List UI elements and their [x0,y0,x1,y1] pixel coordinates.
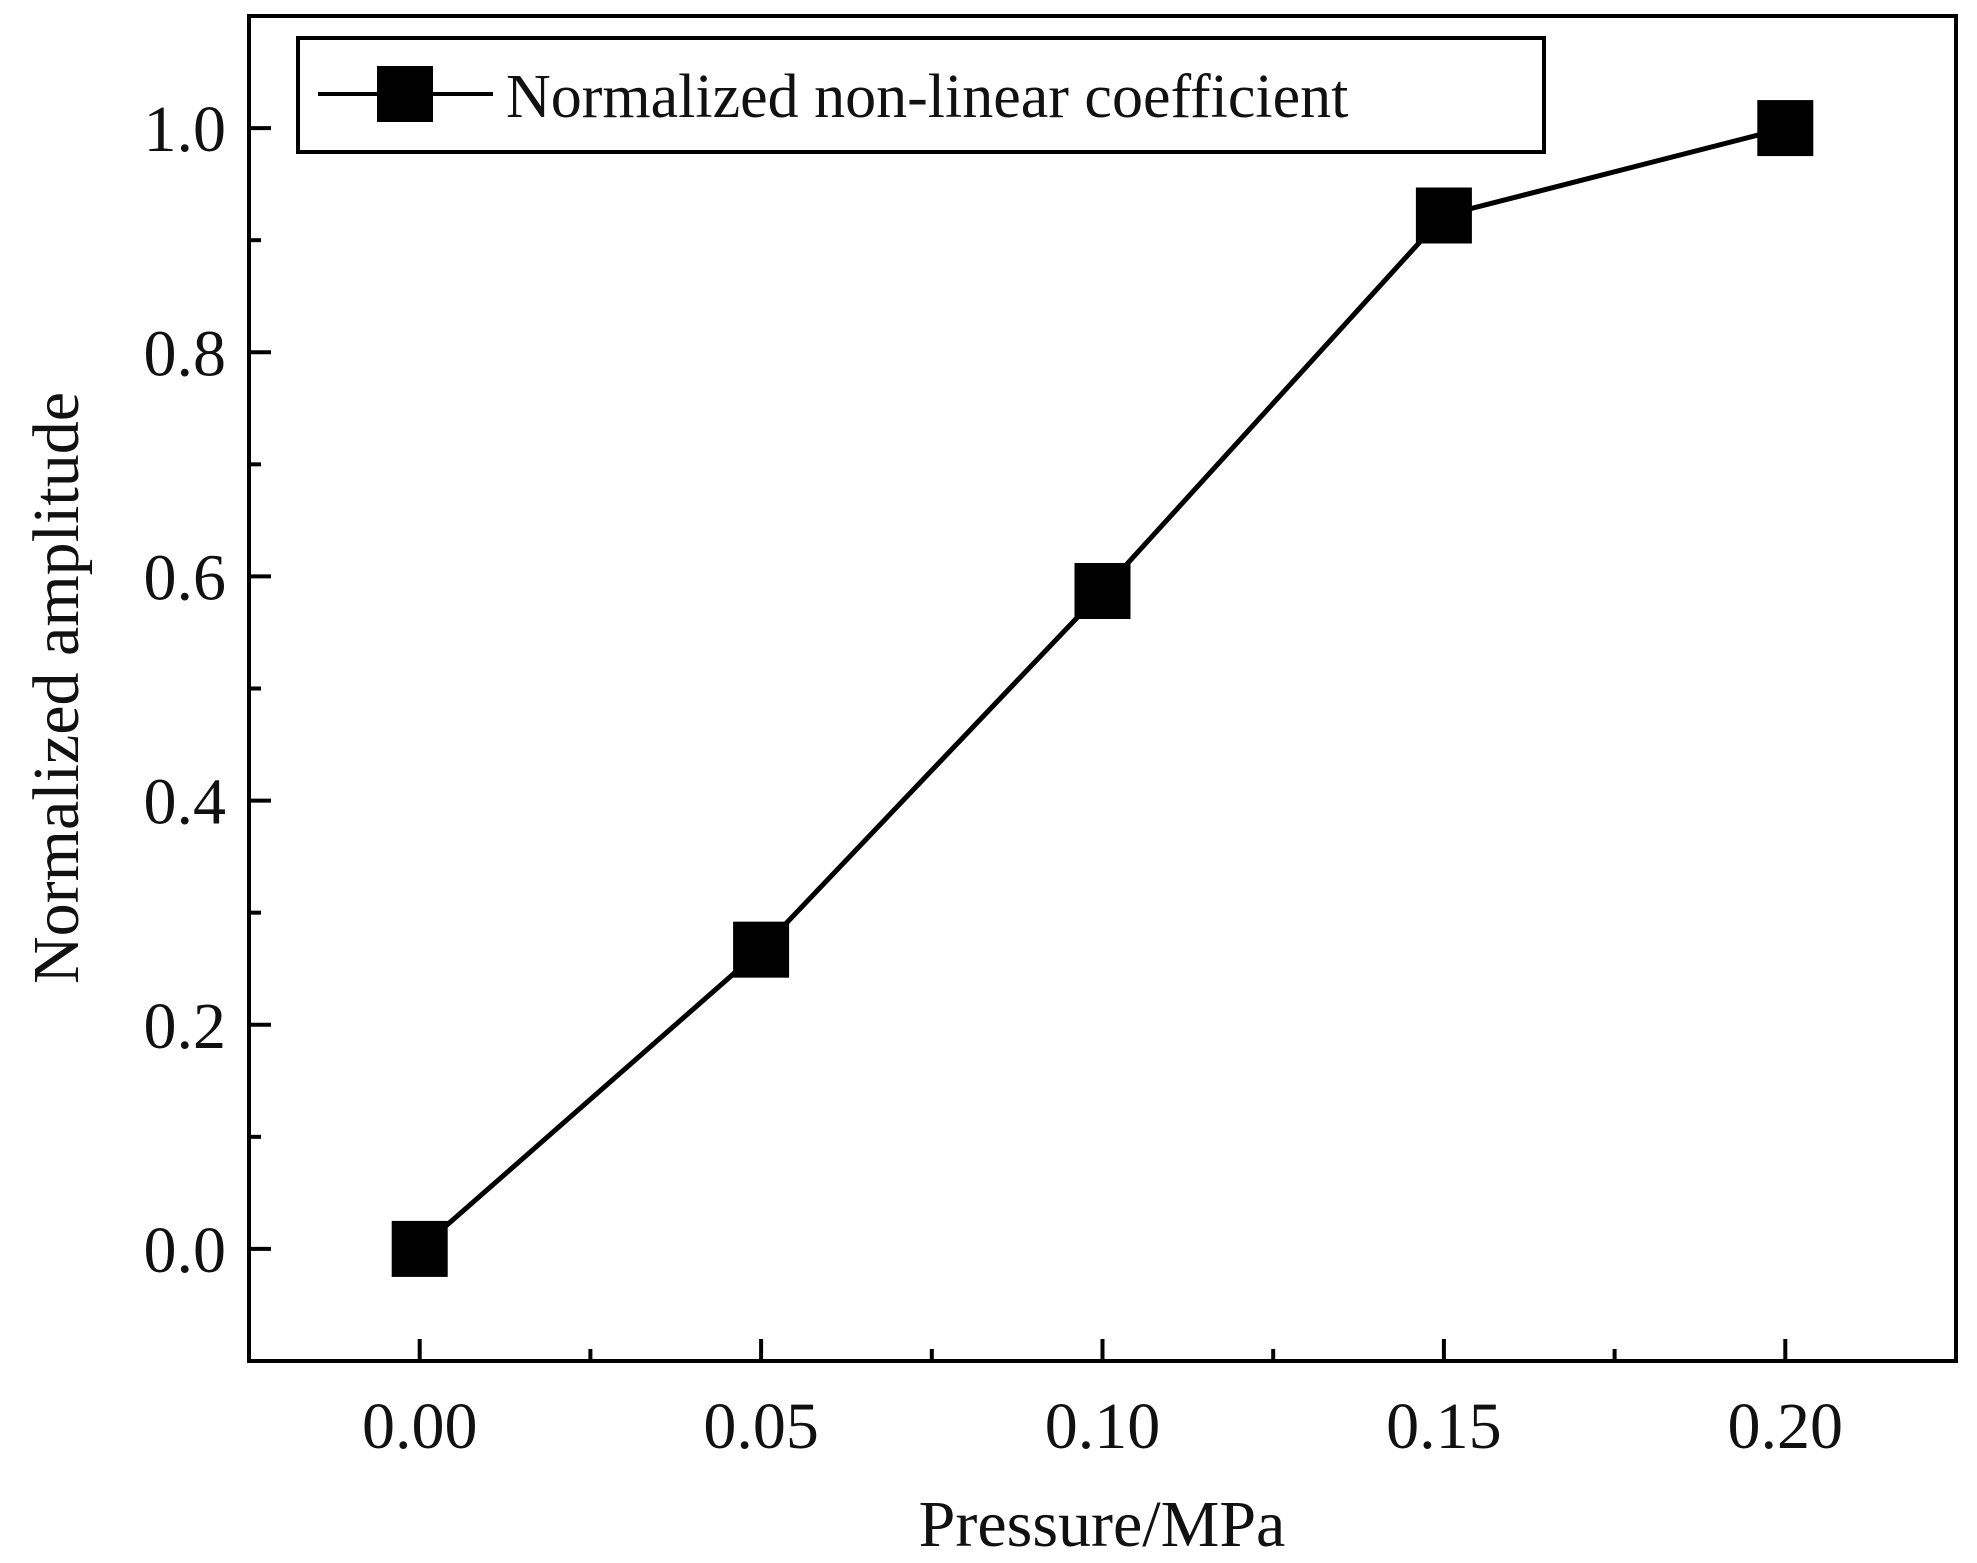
legend-box [296,36,1546,154]
y-tick-label: 0.8 [144,317,227,390]
x-tick-label: 0.10 [1045,1390,1161,1463]
x-axis-tick-labels: 0.00 0.05 0.10 0.15 0.20 [362,1390,1843,1463]
y-axis-tick-labels: 0.0 0.2 0.4 0.6 0.8 1.0 [144,93,227,1287]
series-layer [391,100,1814,1277]
data-point-marker [733,921,790,978]
y-axis-title: Normalized amplitude [20,392,93,984]
x-tick-label: 0.05 [703,1390,819,1463]
y-tick-label: 0.6 [144,541,227,614]
data-point-marker [1415,187,1472,244]
legend: Normalized non-linear coefficient [296,36,1546,154]
x-tick-label: 0.15 [1386,1390,1502,1463]
data-point-marker [1074,562,1131,619]
y-tick-label: 0.2 [144,990,227,1063]
legend-label: Normalized non-linear coefficient [506,63,1348,131]
data-point-marker [1757,100,1814,157]
y-axis-ticks [249,126,271,1251]
x-axis-ticks [417,1339,1788,1361]
x-axis-title: Pressure/MPa [919,1488,1286,1561]
data-point-marker [391,1220,448,1277]
x-tick-label: 0.20 [1728,1390,1844,1463]
y-tick-label: 1.0 [144,93,227,166]
legend-marker-square [377,66,433,122]
x-tick-label: 0.00 [362,1390,478,1463]
y-tick-label: 0.4 [144,766,227,839]
y-tick-label: 0.0 [144,1214,227,1287]
